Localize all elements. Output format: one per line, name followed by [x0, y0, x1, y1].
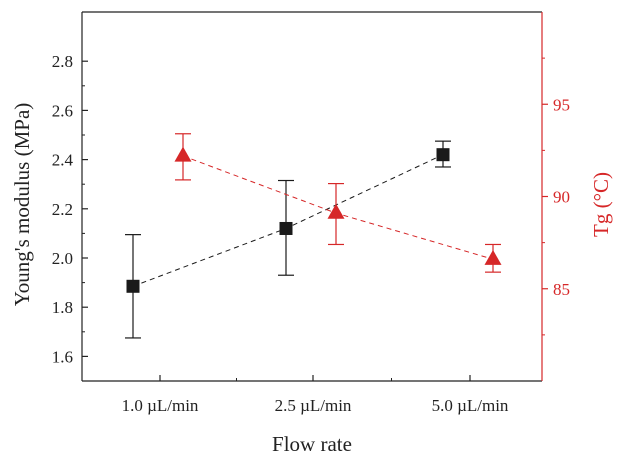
y-tick-label: 2.8 [52, 52, 73, 71]
x-tick-label: 5.0 µL/min [432, 396, 509, 415]
tg-point [174, 146, 192, 162]
axes: 1.6 1.8 2.0 2.2 2.4 2.6 2.8 85 90 95 1.0 µL/min 2.5… [52, 11, 570, 415]
y-tick-label: 2.4 [52, 151, 74, 170]
y2-tick-label: 90 [553, 188, 570, 207]
x-tick-label: 1.0 µL/min [122, 396, 199, 415]
y-tick-label: 2.6 [52, 101, 73, 120]
tg-point [327, 203, 345, 219]
y-tick-label: 2.0 [52, 249, 73, 268]
x-axis-label: Flow rate [272, 432, 352, 456]
y2-axis-label: Tg (°C) [589, 172, 613, 237]
y2-tick-label: 95 [553, 95, 570, 114]
plot-area [125, 133, 502, 339]
modulus-point [436, 148, 450, 162]
y-tick-label: 2.2 [52, 200, 73, 219]
y-tick-label: 1.8 [52, 298, 73, 317]
tg-point [484, 249, 502, 265]
x-tick-label: 2.5 µL/min [275, 396, 352, 415]
y-axis-label: Young's modulus (MPa) [10, 103, 34, 307]
modulus-point [126, 279, 140, 293]
y2-tick-label: 85 [553, 280, 570, 299]
modulus-point [279, 221, 293, 235]
y-tick-label: 1.6 [52, 347, 73, 366]
labels: Flow rate Young's modulus (MPa) Tg (°C) [10, 103, 613, 456]
modulus-series-line [132, 154, 444, 287]
